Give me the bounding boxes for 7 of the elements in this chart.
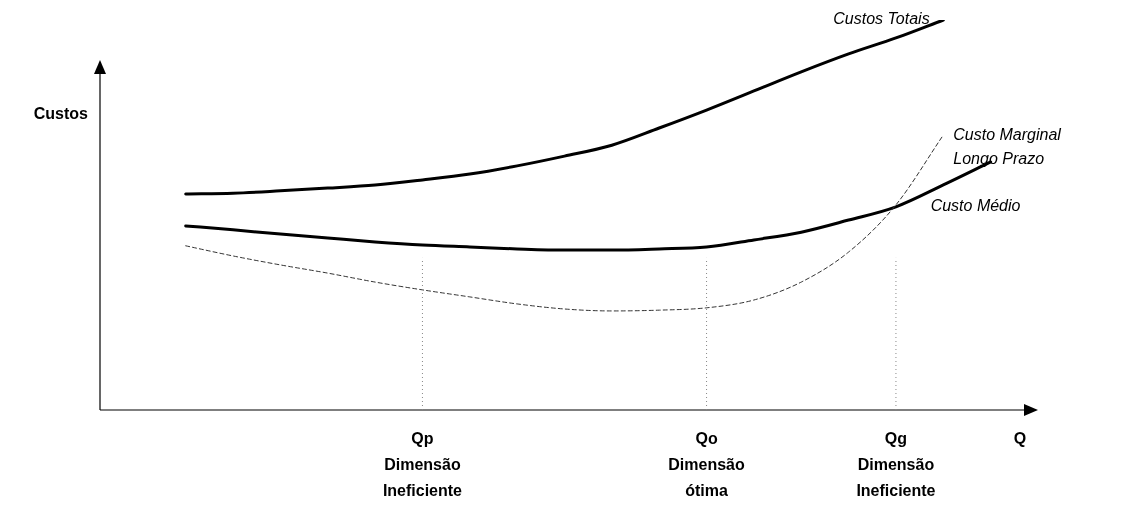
x-axis-title: Q [1013, 430, 1027, 448]
y-axis-title: Custos [33, 105, 89, 123]
x-tick-label: Qg Dimensão Ineficiente [856, 430, 936, 500]
x-tick-label: Qp Dimensão Ineficiente [382, 430, 463, 500]
x-tick-label: Qo Dimensão ótima [668, 430, 746, 500]
series-label: Custos Totais [833, 10, 930, 28]
series-label: Custo Médio [930, 197, 1021, 215]
